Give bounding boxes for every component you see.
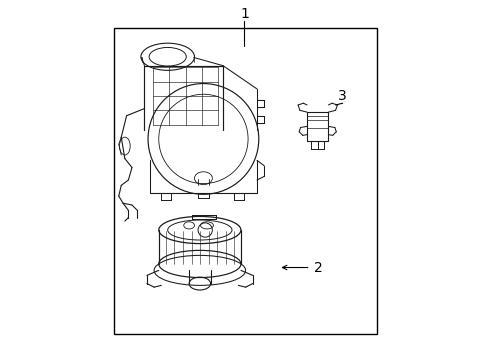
Bar	[306, 112, 328, 141]
Bar	[114, 28, 376, 334]
Text: 1: 1	[240, 7, 248, 21]
Text: 2: 2	[313, 261, 322, 275]
Text: 3: 3	[338, 89, 346, 103]
